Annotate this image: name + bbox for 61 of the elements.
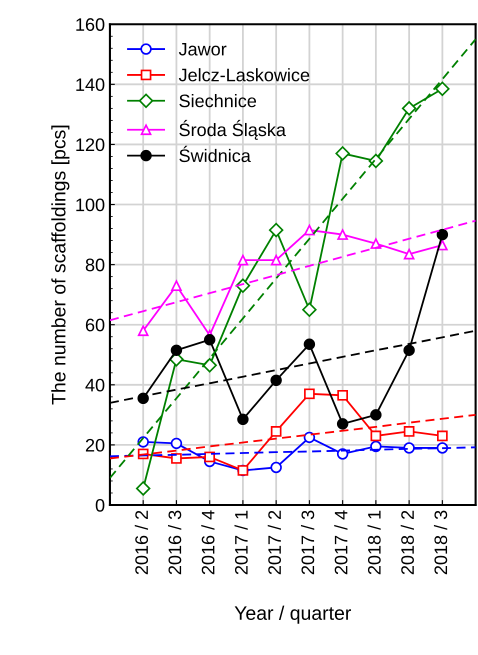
point	[202, 358, 217, 372]
y-tick-label: 140	[76, 78, 104, 92]
point	[436, 228, 448, 240]
point	[404, 426, 414, 437]
point	[171, 280, 182, 292]
point	[302, 302, 317, 317]
point	[268, 222, 284, 238]
legend-label: Jawor	[178, 42, 226, 56]
point	[170, 344, 182, 356]
point	[270, 254, 282, 266]
point	[335, 146, 350, 161]
point	[170, 438, 182, 450]
y-axis-title: The number of scaffoldings [pcs]	[51, 126, 70, 405]
x-tick-label: 2018 / 3	[434, 510, 448, 574]
x-tick-label: 2017 / 2	[268, 510, 281, 574]
legend-label: Siechnice	[179, 94, 256, 108]
y-tick-label: 100	[76, 198, 104, 212]
y-tick-label: 40	[85, 378, 104, 392]
legend-label: Świdnica	[179, 146, 251, 162]
legend-label: Jelcz-Laskowice	[178, 68, 310, 82]
point	[337, 229, 348, 240]
point	[435, 82, 450, 96]
y-tick-label: 160	[76, 18, 104, 31]
point	[304, 432, 316, 444]
legend-label: Środa Śląska	[179, 120, 286, 140]
x-tick-label: 2016 / 2	[134, 510, 148, 574]
x-tick-label: 2017 / 3	[300, 510, 314, 574]
point	[204, 334, 216, 346]
point	[337, 390, 348, 401]
point	[370, 430, 382, 442]
x-tick-label: 2018 / 1	[367, 510, 381, 574]
point	[138, 325, 149, 336]
point	[403, 344, 415, 356]
point	[304, 224, 315, 236]
point	[204, 452, 216, 462]
point	[270, 462, 282, 474]
line-series	[110, 38, 476, 479]
point	[238, 254, 248, 266]
y-tick-label: 60	[86, 318, 104, 332]
x-tick-label: 2017 / 1	[234, 510, 248, 574]
point	[404, 248, 414, 260]
point	[437, 430, 448, 442]
point	[270, 374, 282, 386]
x-axis-title: Year / quarter	[234, 606, 352, 624]
point	[270, 426, 282, 437]
point	[336, 418, 348, 430]
point	[370, 409, 382, 421]
y-tick-label: 120	[76, 138, 104, 152]
y-tick-label: 20	[86, 438, 104, 452]
y-tick-label: 0	[96, 498, 104, 512]
x-tick-label: 2016 / 4	[201, 510, 215, 574]
point	[368, 154, 384, 168]
point	[304, 388, 315, 400]
x-tick-label: 2018 / 2	[400, 510, 414, 574]
point	[304, 338, 316, 350]
x-tick-label: 2017 / 4	[334, 510, 348, 574]
x-tick-label: 2016 / 3	[168, 510, 182, 574]
point	[402, 101, 416, 116]
y-tick-label: 80	[86, 258, 104, 272]
point	[136, 481, 150, 496]
point	[237, 414, 249, 426]
